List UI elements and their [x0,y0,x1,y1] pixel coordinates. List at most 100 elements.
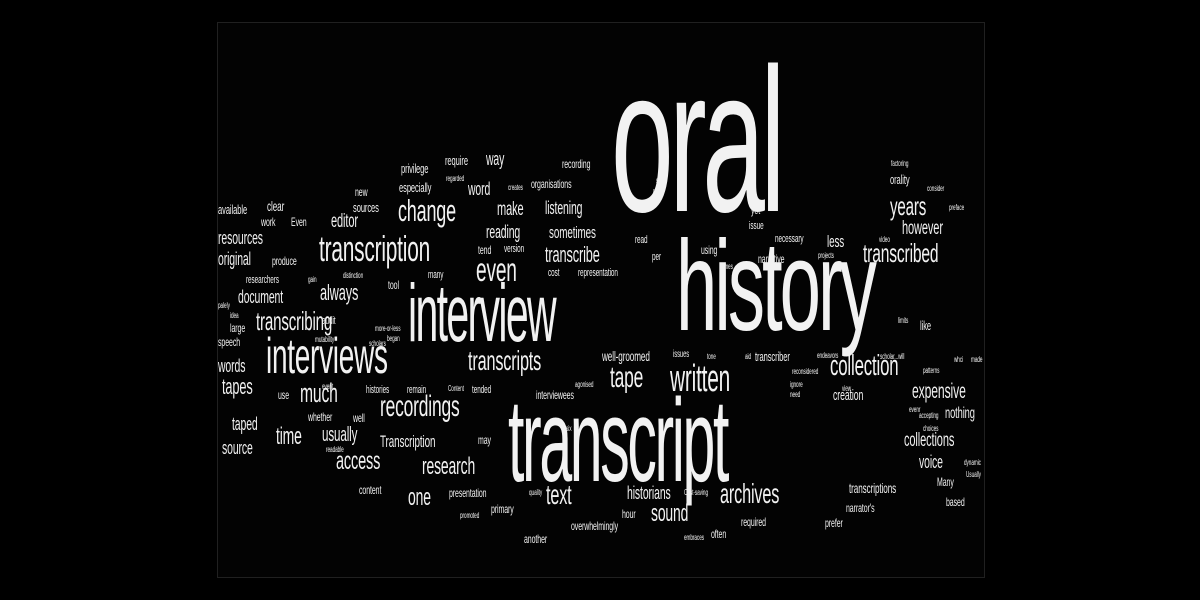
word: scholars [369,340,386,348]
word: organisations [531,178,572,190]
word: sometimes [549,224,596,241]
word: palely [218,302,230,310]
word: often [711,528,726,540]
word: required [741,516,766,528]
word: usually [322,425,357,445]
word: source [222,439,253,457]
word: transcribing [256,308,332,334]
word: new [355,186,368,198]
word: necessary [775,234,804,245]
word: historians [627,484,671,502]
word: another [524,533,547,545]
word: tend [478,244,491,256]
word: tapes [222,376,253,398]
word: evenr [909,406,920,414]
word: work [261,216,275,228]
word: privilege [401,162,428,175]
word: sound [651,502,688,526]
word: preface [949,204,964,212]
word: limits [898,317,908,325]
word: using [701,244,717,256]
word: content [359,484,381,496]
word: patterns [923,367,939,375]
word: time [276,425,302,449]
word: reading [486,223,520,241]
word: always [320,282,358,304]
word: document [238,288,283,306]
word: even [476,253,517,286]
word: produce [272,255,297,267]
word: tended [472,385,491,396]
word: issues [673,350,689,360]
word: cost [548,268,559,279]
word: reconsidered [792,368,818,376]
word: transcribed [863,240,938,266]
word: ignore [790,381,803,389]
word: Usually [966,471,981,479]
word: words [218,357,245,375]
word: however [902,219,943,238]
word: narrative [758,253,784,265]
word: taped [232,415,258,433]
word: six [566,425,572,433]
word: listening [545,199,582,217]
word: endeavors [817,352,838,360]
word: quality [529,489,542,497]
word: resources [218,229,263,247]
word: voice [919,453,943,471]
word: representation [578,268,618,279]
word: tape [610,363,643,393]
word: well-groomed [602,349,650,363]
word: video [879,236,890,244]
word: less [827,233,844,250]
word: event [322,383,333,391]
word: Cost-saving [684,489,708,497]
word: overwhelmingly [571,520,618,532]
word: tone [707,353,716,361]
word: Transcription [380,433,435,450]
word: make [497,200,524,219]
word: Even [291,216,307,228]
word: like [920,319,931,332]
word: readable [326,446,344,454]
word: sources [353,201,379,214]
word: began [387,335,400,343]
word: need [790,391,800,399]
word: issue [749,221,764,232]
word: agonised [575,381,593,389]
word: choices [923,425,938,433]
word: years [890,193,926,219]
word: tool [388,279,399,291]
word: times [722,263,733,271]
word: use [278,389,289,401]
word: primary [491,503,514,515]
word: promoted [460,512,479,520]
word: yet [751,204,760,216]
word: read [635,235,648,246]
word: transcriptions [849,481,896,495]
word: collections [904,431,954,450]
word: text [546,481,572,509]
word: remain [407,385,426,396]
word: idea [230,312,239,320]
word: prefer [825,517,843,529]
word: scholar...will [880,353,904,361]
word: per [652,252,661,263]
word: Many [937,476,954,488]
word: require [445,154,468,167]
word: transcribe [545,244,600,266]
word: audit [322,316,336,327]
word: histories [366,385,389,396]
word: written [670,360,730,398]
word: transcripts [468,347,541,375]
word: original [218,250,251,268]
word: accepting [919,412,938,420]
word: especially [399,181,431,194]
word: word [468,180,490,198]
word: well [353,412,365,424]
word: gain [308,276,317,284]
word: expensive [912,381,966,402]
word: transcription [319,231,430,267]
word: stops [656,177,667,185]
word: aid [745,353,751,361]
